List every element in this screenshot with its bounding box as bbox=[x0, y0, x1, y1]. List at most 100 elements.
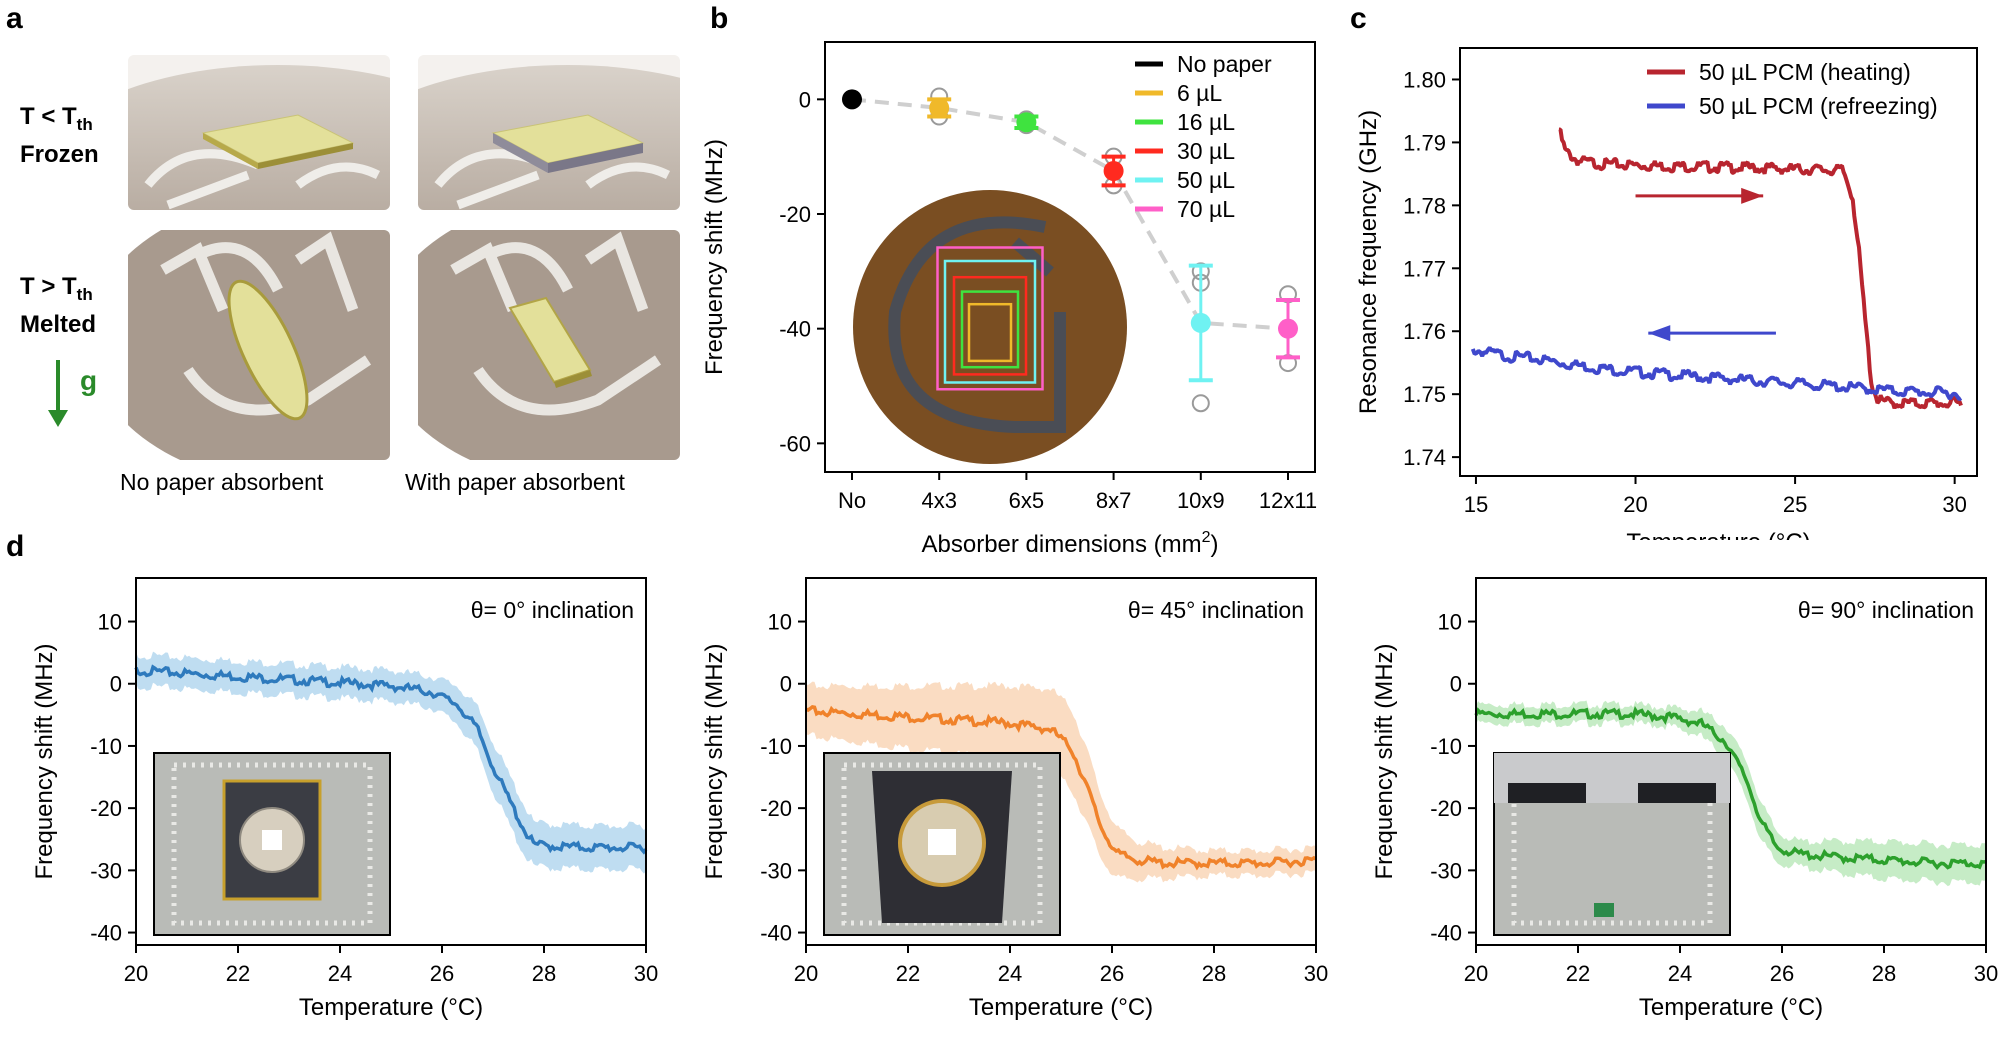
inset-substrate-b bbox=[853, 190, 1127, 464]
photo-absorber bbox=[928, 829, 956, 855]
x-axis-label-d: Temperature (°C) bbox=[1639, 994, 1823, 1021]
y-tick-label-c: 1.75 bbox=[1403, 382, 1446, 407]
trend-line-b bbox=[851, 97, 1289, 331]
y-tick-label-d: 0 bbox=[110, 672, 122, 697]
y-tick-label-d: -30 bbox=[90, 858, 122, 883]
photo-trace bbox=[171, 762, 373, 926]
y-tick-label-d: 0 bbox=[1450, 672, 1462, 697]
mean-point-b bbox=[1103, 161, 1124, 181]
mean-point-b bbox=[1016, 112, 1037, 133]
y-axis-label-c: Resonance frequency (GHz) bbox=[1355, 110, 1382, 414]
direction-arrowhead-c bbox=[1648, 325, 1671, 342]
y-axis-label-d: Frequency shift (MHz) bbox=[31, 643, 58, 879]
x-tick-label-d: 28 bbox=[532, 961, 556, 986]
inclination-annotation-d: θ= 0° inclination bbox=[471, 597, 634, 623]
x-tick-label-b: 8x7 bbox=[1096, 488, 1131, 513]
y-tick-label-d: 10 bbox=[98, 610, 122, 635]
x-tick-label-d: 26 bbox=[1100, 961, 1124, 986]
series-line-d bbox=[134, 664, 648, 855]
y-tick-label-d: -10 bbox=[760, 734, 792, 759]
render-melted-with-paper bbox=[418, 230, 680, 460]
y-tick-label-d: 0 bbox=[780, 672, 792, 697]
mean-point-b bbox=[1190, 312, 1211, 333]
x-tick-label-c: 20 bbox=[1623, 492, 1647, 517]
x-tick-label-c: 15 bbox=[1464, 492, 1488, 517]
y-tick-label-b: 0 bbox=[799, 87, 811, 112]
inset-absorber-outline bbox=[952, 275, 1028, 376]
x-tick-label-d: 30 bbox=[1974, 961, 1998, 986]
x-tick-label-d: 26 bbox=[430, 961, 454, 986]
x-tick-label-d: 28 bbox=[1872, 961, 1896, 986]
legend-label-c: 50 µL PCM (refreezing) bbox=[1699, 93, 1938, 119]
legend-label-b: No paper bbox=[1177, 51, 1272, 77]
y-tick-label-d: -20 bbox=[1430, 796, 1462, 821]
y-tick-label-d: -20 bbox=[760, 796, 792, 821]
x-tick-label-d: 20 bbox=[124, 961, 148, 986]
x-tick-label-c: 25 bbox=[1783, 492, 1807, 517]
chart-d2: 20 22 24 26 28 30 10 0 -10 -20 -30 -40 Temperature (… bbox=[701, 577, 1328, 1021]
inset-absorber-outline bbox=[967, 302, 1013, 363]
y-tick-label-d: -10 bbox=[90, 734, 122, 759]
x-tick-label-b: 6x5 bbox=[1009, 488, 1044, 513]
y-tick-label-d: 10 bbox=[768, 610, 792, 635]
legend-label-b: 70 µL bbox=[1177, 196, 1235, 222]
caption-no-paper: No paper absorbent bbox=[120, 469, 324, 495]
panel-a-letter: a bbox=[6, 2, 23, 35]
x-tick-label-d: 28 bbox=[1202, 961, 1226, 986]
photo-clamp-right bbox=[1638, 783, 1716, 803]
legend-label-c: 50 µL PCM (heating) bbox=[1699, 59, 1911, 85]
x-tick-label-d: 20 bbox=[794, 961, 818, 986]
plot-frame-d bbox=[805, 577, 1317, 946]
mean-point-b bbox=[1278, 318, 1298, 339]
x-tick-label-d: 30 bbox=[634, 961, 658, 986]
inset-absorber-outline bbox=[960, 290, 1020, 369]
legend-label-b: 16 µL bbox=[1177, 109, 1235, 135]
series-line-c bbox=[1470, 346, 1963, 401]
photo-marker bbox=[1594, 903, 1614, 917]
sample-point-b bbox=[1191, 394, 1210, 413]
photo-inset-d bbox=[1493, 752, 1731, 936]
gravity-label: g bbox=[80, 365, 97, 396]
x-tick-label-d: 22 bbox=[1566, 961, 1590, 986]
frozen-state-label: T < Tth Frozen bbox=[20, 103, 99, 168]
y-tick-label-b: -20 bbox=[779, 202, 811, 227]
x-tick-label-c: 30 bbox=[1942, 492, 1966, 517]
plot-frame-d bbox=[1475, 577, 1987, 946]
gravity-arrow: g bbox=[48, 360, 97, 427]
mean-point-b bbox=[929, 97, 950, 118]
x-axis-label-c: Temperature (°C) bbox=[1626, 529, 1810, 540]
x-tick-label-b: No bbox=[838, 488, 866, 513]
y-tick-label-d: -40 bbox=[90, 921, 122, 946]
x-tick-label-d: 24 bbox=[328, 961, 352, 986]
plot-frame-d bbox=[135, 577, 647, 946]
y-tick-label-c: 1.79 bbox=[1403, 130, 1446, 155]
x-tick-label-d: 26 bbox=[1770, 961, 1794, 986]
series-line-c bbox=[1558, 127, 1963, 410]
x-tick-label-b: 12x11 bbox=[1259, 488, 1317, 513]
caption-with-paper: With paper absorbent bbox=[405, 469, 625, 495]
uncertainty-band-d bbox=[1476, 700, 1986, 887]
y-tick-label-c: 1.80 bbox=[1403, 67, 1446, 92]
chart-d3: 20 22 24 26 28 30 10 0 -10 -20 -30 -40 Temperature (… bbox=[1371, 577, 1998, 1021]
y-tick-label-d: -30 bbox=[760, 858, 792, 883]
chart-c: 15 20 25 30 1.74 1.75 1.76 1.77 1.78 1.79 1.80 Temp… bbox=[1355, 47, 1978, 540]
panel-c-letter: c bbox=[1350, 2, 1367, 35]
photo-inset-d bbox=[153, 752, 391, 936]
panel-b-letter: b bbox=[710, 2, 729, 35]
legend-label-b: 30 µL bbox=[1177, 138, 1235, 164]
plot-frame-c bbox=[1459, 47, 1978, 477]
y-tick-label-c: 1.78 bbox=[1403, 193, 1446, 218]
y-tick-label-b: -40 bbox=[779, 317, 811, 342]
y-tick-label-d: -20 bbox=[90, 796, 122, 821]
y-tick-label-d: -40 bbox=[1430, 921, 1462, 946]
inset-absorber-outline bbox=[936, 246, 1044, 391]
y-tick-label-c: 1.77 bbox=[1403, 256, 1446, 281]
x-axis-label-d: Temperature (°C) bbox=[299, 994, 483, 1021]
y-tick-label-b: -60 bbox=[779, 431, 811, 456]
y-tick-label-d: 10 bbox=[1438, 610, 1462, 635]
x-tick-label-b: 10x9 bbox=[1177, 488, 1225, 513]
y-axis-label-d: Frequency shift (MHz) bbox=[701, 643, 728, 879]
inclination-annotation-d: θ= 45° inclination bbox=[1128, 597, 1304, 623]
photo-inset-d bbox=[823, 752, 1061, 936]
x-axis-label-b: Absorber dimensions (mm2) bbox=[922, 529, 1219, 558]
